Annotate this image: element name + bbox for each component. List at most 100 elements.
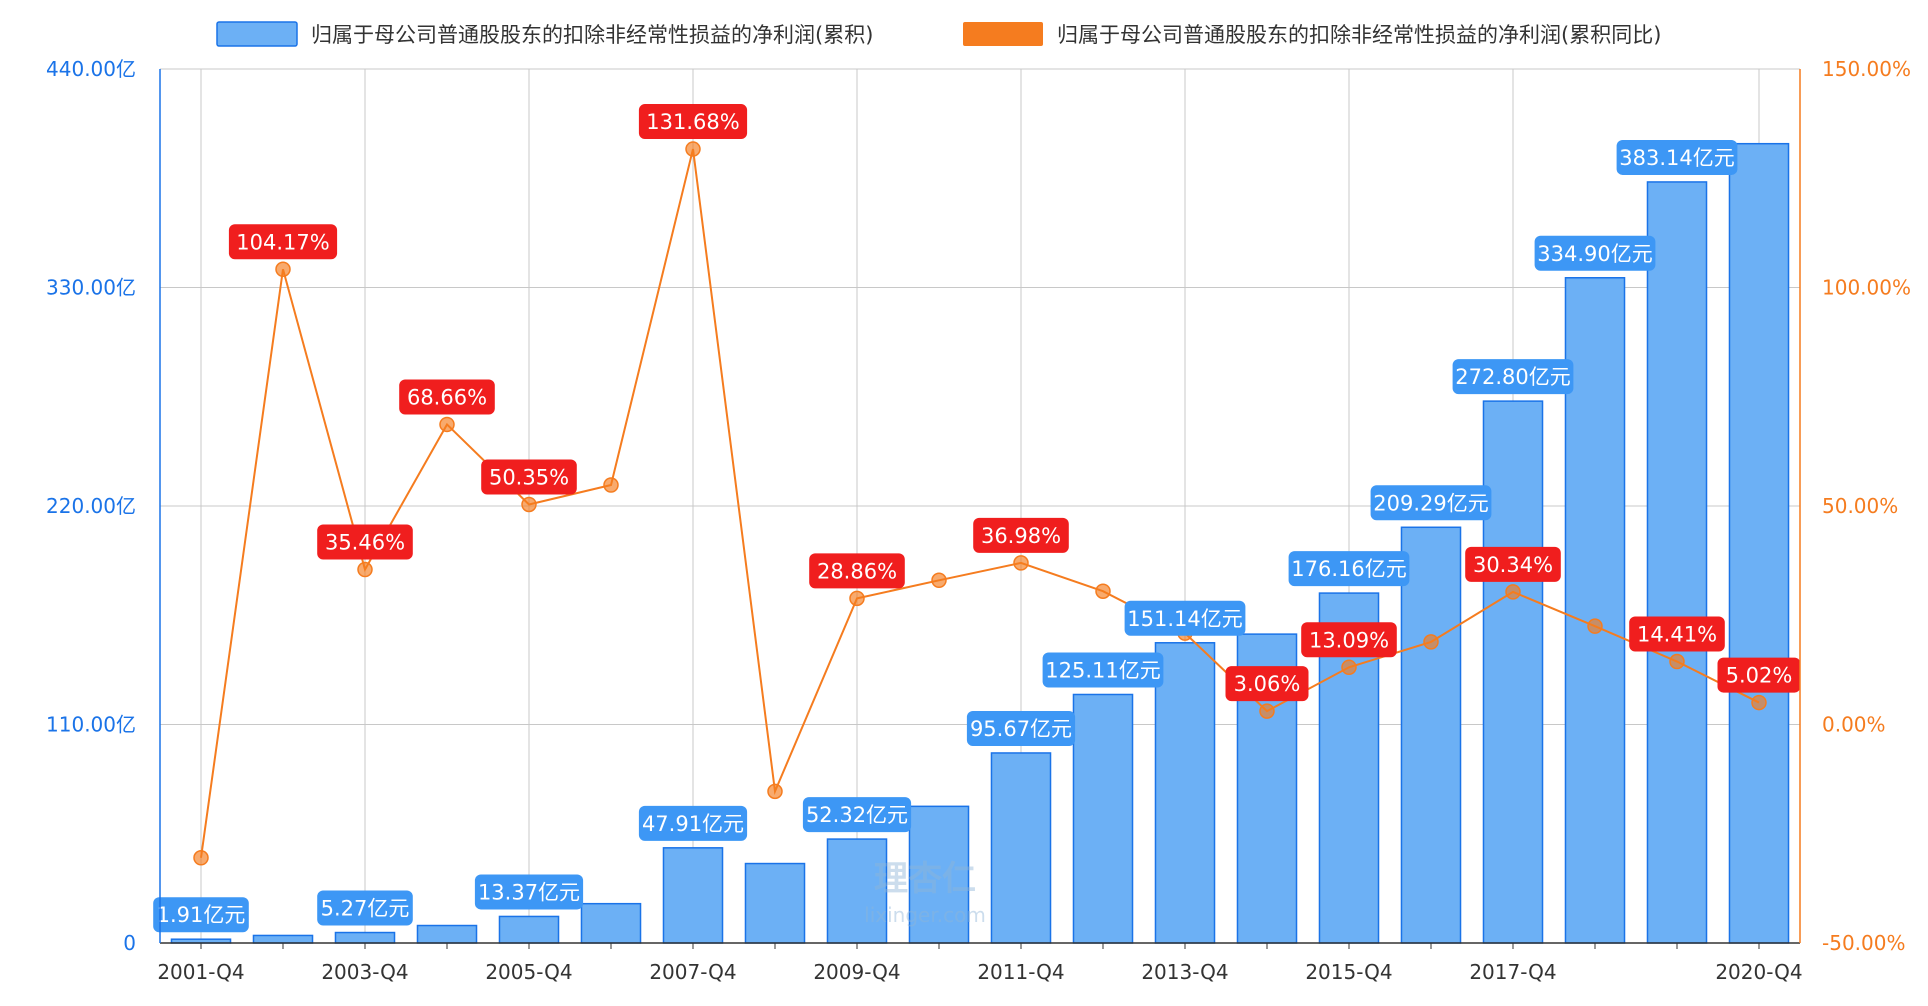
x-tick-label: 2007-Q4 bbox=[649, 960, 736, 984]
line-data-label-box bbox=[317, 524, 413, 560]
bar bbox=[990, 752, 1052, 944]
line-data-label: 131.68% bbox=[638, 104, 748, 140]
line-data-label-box bbox=[228, 224, 338, 260]
bar-data-label: 176.16亿元 bbox=[1288, 551, 1410, 587]
legend-swatch-line bbox=[963, 22, 1043, 46]
bar-data-label-text: 272.80亿元 bbox=[1455, 365, 1570, 389]
bar-data-label-box bbox=[317, 890, 413, 926]
bars-layer bbox=[170, 142, 1790, 944]
bar-data-label-box bbox=[966, 710, 1076, 746]
bar bbox=[1564, 277, 1626, 944]
line-point bbox=[1013, 555, 1029, 571]
watermark-main: 理杏仁 bbox=[874, 859, 976, 899]
line-point bbox=[1423, 634, 1439, 650]
bar-data-label-box bbox=[1288, 551, 1410, 587]
x-tick-label: 2003-Q4 bbox=[321, 960, 408, 984]
line-point bbox=[1259, 703, 1275, 719]
bar-data-label-text: 5.27亿元 bbox=[321, 897, 410, 921]
bar-data-label-text: 95.67亿元 bbox=[970, 717, 1072, 741]
line-data-label-box bbox=[638, 104, 748, 140]
bar bbox=[744, 862, 806, 944]
bar bbox=[1400, 526, 1462, 944]
bar bbox=[908, 805, 970, 944]
bar-data-label-box bbox=[1452, 359, 1574, 395]
bar-data-label: 13.37亿元 bbox=[474, 874, 584, 910]
x-tick-label: 2013-Q4 bbox=[1141, 960, 1228, 984]
x-tick-label: 2001-Q4 bbox=[157, 960, 244, 984]
line-layer bbox=[193, 141, 1767, 866]
line-data-label-text: 36.98% bbox=[981, 524, 1061, 548]
bar bbox=[1646, 181, 1708, 944]
line-data-label-text: 68.66% bbox=[407, 385, 487, 409]
line-data-label: 35.46% bbox=[317, 524, 413, 560]
bar-data-label-text: 52.32亿元 bbox=[806, 803, 908, 827]
line-data-label-box bbox=[1717, 657, 1801, 693]
line-data-label: 50.35% bbox=[481, 459, 577, 495]
bar-data-label: 47.91亿元 bbox=[638, 805, 748, 841]
bar-data-label: 334.90亿元 bbox=[1534, 235, 1656, 271]
line-data-label: 104.17% bbox=[228, 224, 338, 260]
x-tick-label: 2015-Q4 bbox=[1305, 960, 1392, 984]
line-data-label-box bbox=[1465, 546, 1561, 582]
bar-data-label-box bbox=[474, 874, 584, 910]
line-data-label: 5.02% bbox=[1717, 657, 1801, 693]
y-right-tick-label: 0.00% bbox=[1822, 713, 1886, 737]
bar-data-label: 125.11亿元 bbox=[1042, 652, 1164, 688]
bar-data-label: 5.27亿元 bbox=[317, 890, 413, 926]
y-left-tick-label: 330.00亿 bbox=[46, 276, 136, 300]
bar bbox=[662, 847, 724, 944]
labels-layer: 1.91亿元 5.27亿元 13.37亿元 47.91亿元 52.32亿元 95.67亿元… bbox=[153, 104, 1801, 933]
line-point bbox=[1505, 584, 1521, 600]
bar-data-label-text: 13.37亿元 bbox=[478, 880, 580, 904]
line-data-label-box bbox=[973, 517, 1069, 553]
bar-data-label-text: 151.14亿元 bbox=[1127, 607, 1242, 631]
y-right-tick-label: -50.00% bbox=[1822, 931, 1905, 955]
line-point bbox=[685, 141, 701, 157]
bar-data-label-box bbox=[153, 897, 249, 933]
bar-data-label-box bbox=[1124, 600, 1246, 636]
line-data-label-text: 35.46% bbox=[325, 531, 405, 555]
y-left-tick-label: 110.00亿 bbox=[46, 713, 136, 737]
bar-data-label-text: 334.90亿元 bbox=[1537, 242, 1652, 266]
bar-data-label: 52.32亿元 bbox=[802, 797, 912, 833]
line-point bbox=[849, 590, 865, 607]
x-tick-label: 2011-Q4 bbox=[977, 960, 1064, 984]
line-data-label: 28.86% bbox=[809, 553, 905, 589]
line-data-label-text: 104.17% bbox=[236, 230, 329, 254]
bar-data-label-box bbox=[638, 805, 748, 841]
bar-data-label-text: 47.91亿元 bbox=[642, 812, 744, 836]
y-right-tick-label: 150.00% bbox=[1822, 57, 1911, 81]
x-tick-label: 2009-Q4 bbox=[813, 960, 900, 984]
line-data-label-text: 131.68% bbox=[646, 110, 739, 134]
line-data-label-box bbox=[1225, 666, 1309, 702]
bar-data-label-box bbox=[1616, 139, 1738, 175]
line-point bbox=[767, 783, 783, 800]
line-point bbox=[275, 261, 291, 278]
bar-data-label-text: 176.16亿元 bbox=[1291, 557, 1406, 581]
line-data-label-box bbox=[399, 379, 495, 415]
x-tick-label: 2017-Q4 bbox=[1469, 960, 1556, 984]
line-point bbox=[603, 477, 619, 493]
bar bbox=[416, 924, 478, 944]
line-point bbox=[357, 561, 373, 578]
bar bbox=[1728, 142, 1790, 944]
line-data-label: 68.66% bbox=[399, 379, 495, 415]
line-point bbox=[1587, 618, 1603, 634]
y-right-tick-label: 50.00% bbox=[1822, 494, 1898, 518]
line-data-label-text: 5.02% bbox=[1726, 664, 1793, 688]
bar bbox=[334, 931, 396, 944]
bar-data-label-box bbox=[1534, 235, 1656, 271]
bar-data-label-text: 209.29亿元 bbox=[1373, 491, 1488, 515]
line-data-label: 14.41% bbox=[1629, 616, 1725, 652]
bar-data-label-text: 125.11亿元 bbox=[1045, 658, 1160, 682]
line-point bbox=[1751, 694, 1767, 711]
line-data-label: 3.06% bbox=[1225, 666, 1309, 702]
line-data-label-box bbox=[1629, 616, 1725, 652]
bar-data-label-box bbox=[802, 797, 912, 833]
line-data-label-text: 30.34% bbox=[1473, 553, 1553, 577]
line-data-label-text: 14.41% bbox=[1637, 623, 1717, 647]
line-data-label: 13.09% bbox=[1301, 622, 1397, 658]
watermark: 理杏仁 lixinger.com bbox=[864, 859, 986, 927]
